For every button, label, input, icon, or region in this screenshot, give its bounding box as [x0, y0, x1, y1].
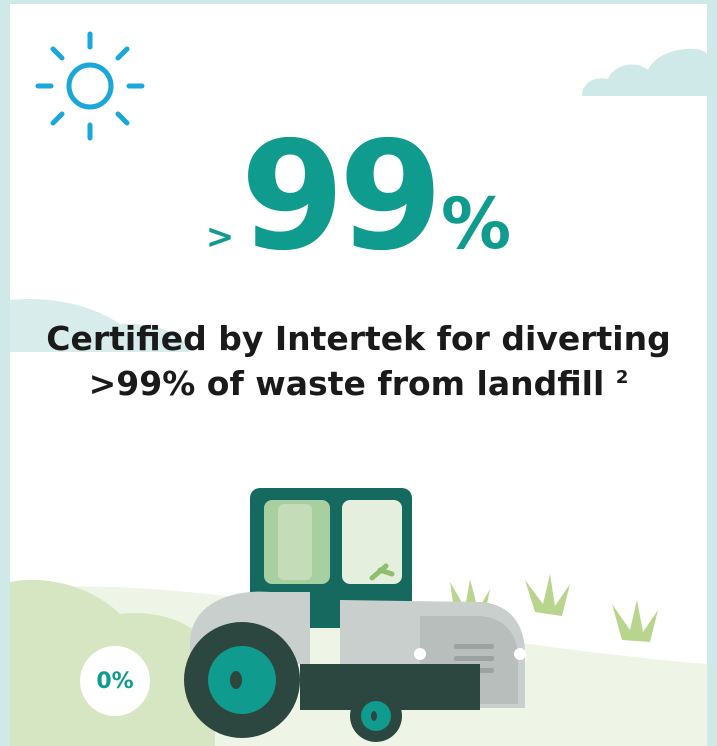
headline-line-2-text: >99% of waste from landfill — [88, 364, 605, 403]
stat-prefix: > — [205, 217, 235, 257]
headline-line-1: Certified by Intertek for diverting — [46, 319, 671, 358]
stat-suffix: % — [441, 183, 512, 265]
headline-line-2: >99% of waste from landfill 2 — [10, 361, 707, 406]
big-stat: >99% — [10, 122, 707, 272]
sun-icon — [35, 31, 145, 141]
stat-value: 99 — [240, 110, 443, 284]
tractor-icon — [184, 488, 526, 742]
cloud-icon — [582, 48, 707, 96]
progress-badge: 0% — [80, 646, 150, 716]
infographic-card: >99% Certified by Intertek for diverting… — [10, 4, 707, 746]
footnote-marker: 2 — [615, 367, 629, 388]
cloud-left — [10, 299, 190, 352]
badge-label: 0% — [96, 668, 134, 694]
headline: Certified by Intertek for diverting >99%… — [10, 316, 707, 406]
